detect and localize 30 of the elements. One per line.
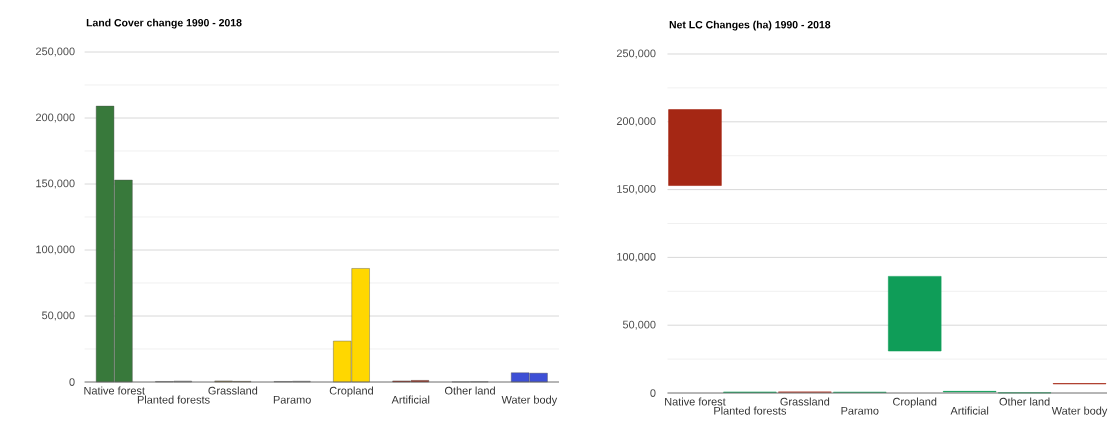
x-tick-label: Planted forests bbox=[714, 406, 787, 415]
x-tick-label: Grassland bbox=[780, 397, 830, 406]
y-tick-label: 50,000 bbox=[42, 311, 75, 321]
x-tick-label: Paramo bbox=[841, 406, 879, 415]
x-tick-label: Water body bbox=[501, 395, 558, 406]
x-tick-label: Planted forests bbox=[137, 395, 210, 404]
x-tick-label: Artificial bbox=[391, 395, 430, 404]
y-tick-label: 100,000 bbox=[617, 252, 656, 262]
y-tick-label: 250,000 bbox=[36, 47, 75, 57]
y-tick-label: 150,000 bbox=[617, 185, 656, 195]
x-tick-label: Other land bbox=[999, 397, 1050, 406]
y-tick-label: 200,000 bbox=[616, 117, 656, 127]
x-tick-label: Native forest bbox=[84, 386, 145, 395]
chart-title: Land Cover change 1990 - 2018 bbox=[86, 18, 242, 29]
x-tick-label: Cropland bbox=[329, 386, 373, 397]
x-tick-label: Grassland bbox=[208, 386, 258, 395]
chart-title: Net LC Changes (ha) 1990 - 2018 bbox=[669, 20, 831, 31]
x-tick-label: Water body bbox=[1051, 406, 1108, 417]
y-tick-label: 0 bbox=[69, 378, 75, 386]
y-tick-label: 0 bbox=[650, 389, 656, 397]
x-tick-label: Artificial bbox=[950, 406, 989, 415]
y-tick-label: 50,000 bbox=[622, 320, 656, 330]
y-tick-label: 100,000 bbox=[36, 245, 75, 255]
x-tick-label: Paramo bbox=[273, 395, 311, 404]
y-tick-label: 250,000 bbox=[616, 49, 656, 59]
y-tick-label: 200,000 bbox=[36, 113, 75, 123]
y-tick-label: 150,000 bbox=[36, 179, 75, 189]
x-tick-label: Cropland bbox=[893, 397, 937, 408]
x-tick-label: Native forest bbox=[665, 397, 726, 406]
x-tick-label: Other land bbox=[444, 386, 495, 395]
